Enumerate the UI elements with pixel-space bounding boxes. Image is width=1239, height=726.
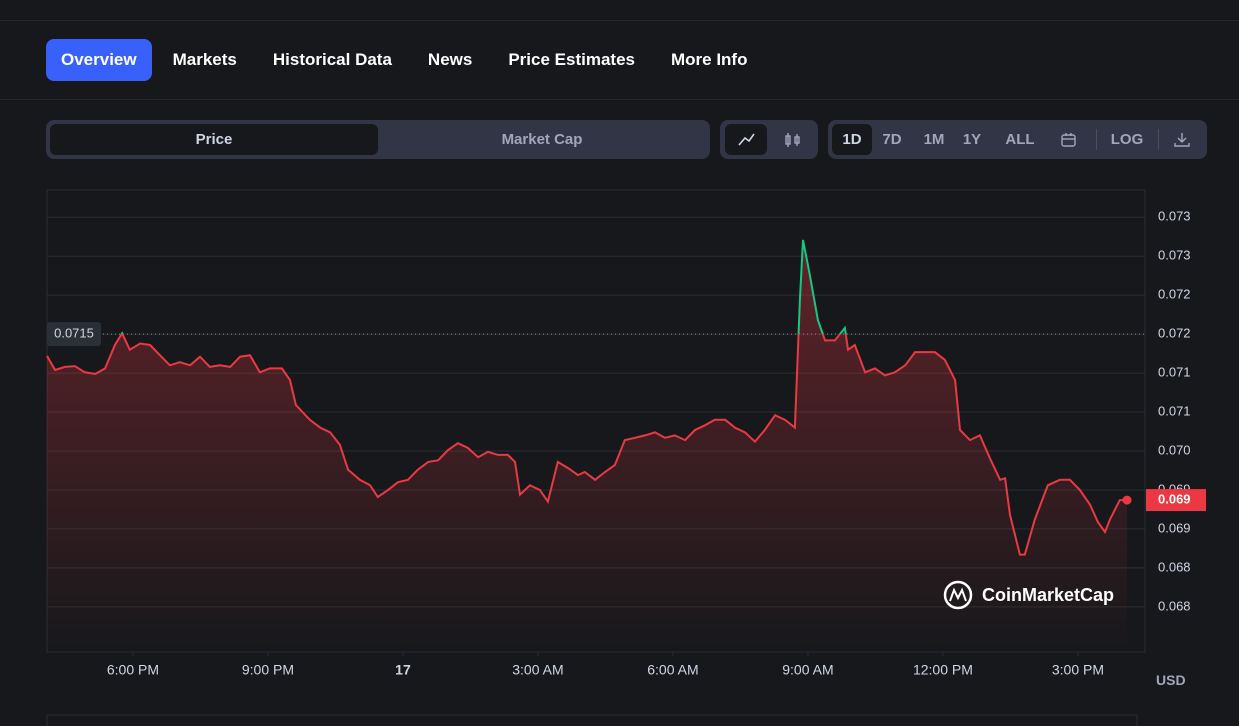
nav-tab[interactable]: Historical Data xyxy=(272,50,392,69)
last-point xyxy=(1122,495,1132,505)
x-tick-label: 3:00 PM xyxy=(1052,662,1104,678)
toggle-option[interactable]: Market Cap xyxy=(501,131,583,148)
calendar-icon[interactable] xyxy=(1060,131,1078,149)
line-icon xyxy=(738,133,755,146)
divider xyxy=(0,99,1239,100)
nav-tab[interactable]: Overview xyxy=(46,39,152,81)
nav-tab[interactable]: Markets xyxy=(172,50,237,69)
range-button[interactable]: ALL xyxy=(1005,131,1035,148)
separator xyxy=(1096,129,1097,150)
x-tick-label: 17 xyxy=(395,662,411,678)
y-tick-label: 0.073 xyxy=(1158,209,1191,224)
candle-icon xyxy=(785,133,800,147)
price-line xyxy=(46,239,1127,556)
nav-tab[interactable]: More Info xyxy=(670,50,748,69)
x-tick-label: 6:00 AM xyxy=(647,662,698,678)
x-tick-label: 9:00 AM xyxy=(782,662,833,678)
separator xyxy=(1158,129,1159,150)
download-icon[interactable] xyxy=(1173,131,1191,149)
y-tick-label: 0.072 xyxy=(1158,326,1191,341)
x-tick-label: 6:00 PM xyxy=(107,662,159,678)
reference-tag xyxy=(47,322,101,347)
range-button[interactable]: 7D xyxy=(882,131,902,148)
range-button[interactable]: 1M xyxy=(923,131,945,148)
y-tick-label: 0.071 xyxy=(1158,365,1191,380)
log-button[interactable]: LOG xyxy=(1110,131,1144,148)
range-button[interactable]: 1D xyxy=(832,124,872,155)
watermark: CoinMarketCap xyxy=(943,580,1114,610)
toggle-option[interactable]: Price xyxy=(50,124,378,155)
x-tick-label: 12:00 PM xyxy=(913,662,973,678)
y-tick-label: 0.070 xyxy=(1158,442,1191,457)
x-tick-label: 9:00 PM xyxy=(242,662,294,678)
table-frame xyxy=(46,714,1138,726)
nav-tab[interactable]: Price Estimates xyxy=(508,50,635,69)
tab-bar: Overview Markets Historical Data News Price … xyxy=(46,39,762,81)
range-button[interactable]: 1Y xyxy=(962,131,982,148)
line-type-button[interactable] xyxy=(725,124,767,155)
reference-label: 0.0715 xyxy=(54,326,94,341)
nav-tab[interactable]: News xyxy=(427,50,473,69)
chart-toggle: Price Market Cap xyxy=(46,120,710,159)
y-tick-label: 0.073 xyxy=(1158,248,1191,263)
price-tag-label: 0.069 xyxy=(1158,492,1191,507)
y-tick-label: 0.068 xyxy=(1158,559,1191,574)
x-tick-label: 3:00 AM xyxy=(512,662,563,678)
candle-type-button[interactable] xyxy=(772,124,814,155)
chart-type-switch xyxy=(720,120,818,159)
y-tick-label: 0.068 xyxy=(1158,598,1191,613)
y-tick-label: 0.071 xyxy=(1158,403,1191,418)
watermark-text: CoinMarketCap xyxy=(982,585,1114,605)
range-bar: LOG 1D 7D 1M 1Y ALL xyxy=(828,120,1207,159)
divider xyxy=(0,20,1239,21)
y-tick-label: 0.069 xyxy=(1158,520,1191,535)
price-tag xyxy=(1146,489,1206,512)
price-area xyxy=(47,239,1127,652)
currency-label: USD xyxy=(1156,672,1186,688)
y-tick-label: 0.072 xyxy=(1158,287,1191,302)
